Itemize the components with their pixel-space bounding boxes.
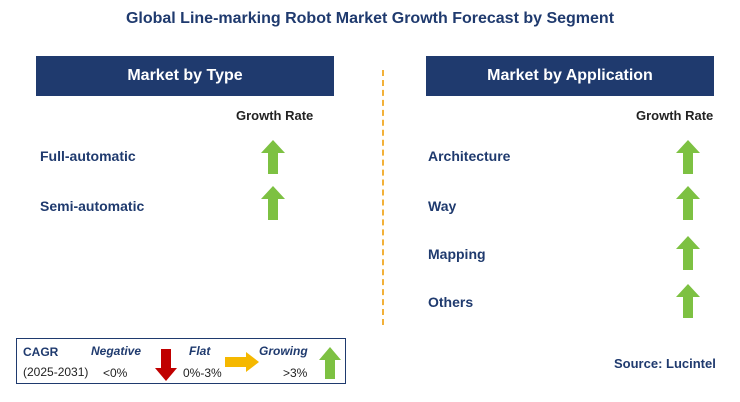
up-arrow-icon [676,236,700,270]
growth-rate-label-type: Growth Rate [236,108,314,123]
panel-divider [382,70,384,325]
legend-negative-range: <0% [103,366,128,380]
up-arrow-icon [319,347,341,379]
segment-label-semi-automatic: Semi-automatic [40,198,145,214]
segment-label-way: Way [428,198,457,214]
up-arrow-icon [676,140,700,174]
segment-label-mapping: Mapping [428,246,486,262]
panel-header-type: Market by Type [36,56,334,96]
growth-rate-label-application: Growth Rate [636,108,714,123]
legend-cagr-label: CAGR [23,345,59,359]
legend-negative-label: Negative [91,344,142,358]
legend-growing-range: >3% [283,366,308,380]
panel-header-application-label: Market by Application [487,67,653,84]
up-arrow-icon [261,186,285,220]
up-arrow-icon [676,186,700,220]
segment-label-full-automatic: Full-automatic [40,148,136,164]
legend-growing-label: Growing [259,344,308,358]
segment-label-architecture: Architecture [428,148,511,164]
legend-period: (2025-2031) [23,365,89,379]
source-label: Source: Lucintel [614,356,716,371]
legend-flat-range: 0%-3% [183,366,222,380]
up-arrow-icon [261,140,285,174]
right-arrow-icon [225,352,259,372]
segment-label-others: Others [428,294,474,310]
page-title: Global Line-marking Robot Market Growth … [125,10,615,27]
panel-header-type-label: Market by Type [127,67,243,84]
panel-header-application: Market by Application [426,56,714,96]
legend-flat-label: Flat [189,344,211,358]
up-arrow-icon [676,284,700,318]
down-arrow-icon [155,349,177,381]
cagr-legend: CAGR (2025-2031) Negative <0% Flat 0%-3%… [16,338,346,384]
